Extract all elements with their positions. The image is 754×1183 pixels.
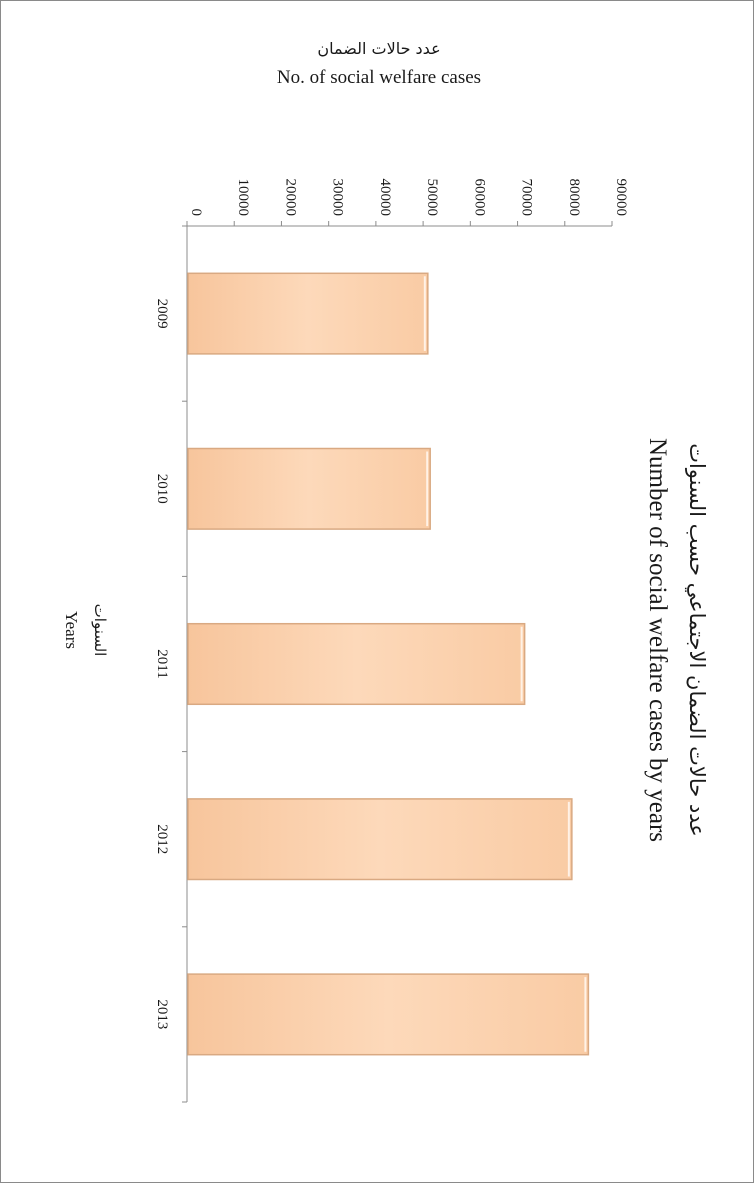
bar-2013 xyxy=(187,973,590,1056)
category-tick-label: 2013 xyxy=(154,999,170,1029)
chart-title-arabic: عدد حالات الضمان الاجتماعي حسب السنوات xyxy=(685,443,709,837)
chart-title: Number of social welfare cases by years xyxy=(644,438,671,842)
value-tick-label: 60000 xyxy=(471,179,487,217)
value-tick-label: 30000 xyxy=(330,179,346,217)
category-tick-label: 2011 xyxy=(154,649,170,678)
bar-2012 xyxy=(187,798,573,881)
category-tick-label: 2012 xyxy=(154,824,170,854)
bar-2011 xyxy=(187,622,526,706)
value-tick-label: 20000 xyxy=(282,179,298,217)
value-axis-label-arabic: عدد حالات الضمان xyxy=(317,39,440,58)
value-tick-label: 90000 xyxy=(613,179,629,217)
value-tick-label: 40000 xyxy=(377,179,393,217)
category-axis-label: Years xyxy=(62,611,81,649)
bar-2010 xyxy=(187,447,431,530)
value-axis-label: No. of social welfare cases xyxy=(277,67,481,88)
category-tick-label: 2009 xyxy=(154,299,170,329)
value-tick-label: 10000 xyxy=(235,179,251,217)
value-tick-label: 70000 xyxy=(519,179,535,217)
value-tick-label: 80000 xyxy=(566,179,582,217)
bar-2009 xyxy=(187,272,429,355)
value-tick-label: 50000 xyxy=(424,179,440,217)
category-tick-label: 2010 xyxy=(154,474,170,504)
category-axis-label-arabic: السنوات xyxy=(91,604,109,657)
value-tick-label: 0 xyxy=(188,209,204,217)
